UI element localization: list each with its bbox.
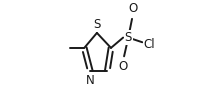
Text: O: O [129, 2, 138, 15]
Text: S: S [125, 31, 132, 44]
Text: Cl: Cl [144, 38, 155, 51]
Text: O: O [118, 60, 128, 73]
Text: S: S [93, 18, 101, 31]
Text: N: N [86, 74, 95, 87]
